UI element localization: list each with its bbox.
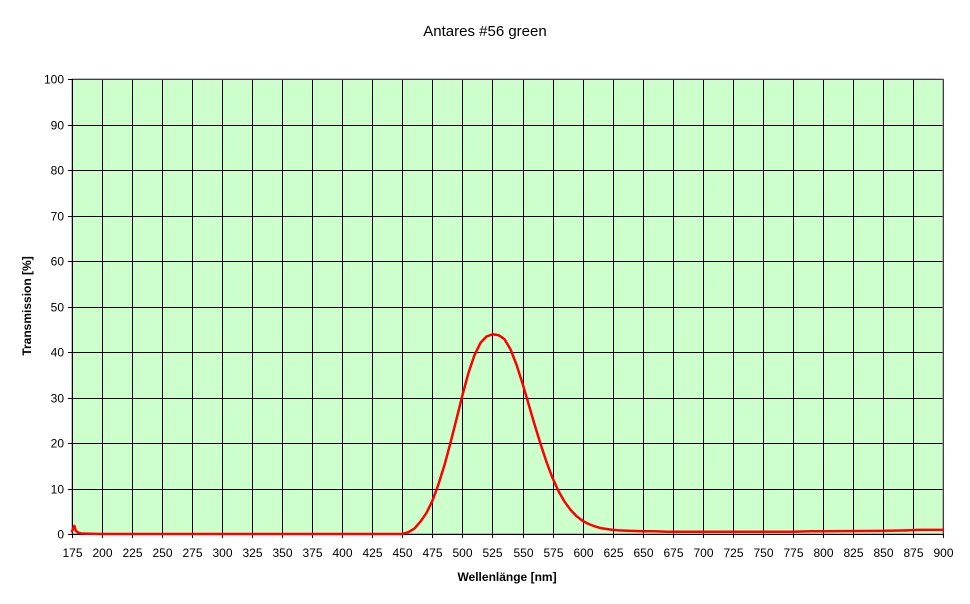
x-tick-label-250: 250 bbox=[152, 546, 172, 560]
y-axis-title: Transmission [%] bbox=[20, 256, 34, 355]
x-tick-label-450: 450 bbox=[392, 546, 412, 560]
y-tick-label-10: 10 bbox=[51, 483, 65, 497]
x-tick-label-400: 400 bbox=[332, 546, 352, 560]
x-tick-label-350: 350 bbox=[272, 546, 292, 560]
x-axis-title: Wellenlänge [nm] bbox=[457, 570, 556, 584]
x-tick-label-375: 375 bbox=[302, 546, 322, 560]
x-tick-label-725: 725 bbox=[723, 546, 743, 560]
x-tick-label-575: 575 bbox=[543, 546, 563, 560]
x-tick-label-200: 200 bbox=[92, 546, 112, 560]
y-tick-label-50: 50 bbox=[51, 301, 65, 315]
x-tick-label-800: 800 bbox=[813, 546, 833, 560]
y-tick-label-70: 70 bbox=[51, 210, 65, 224]
y-tick-label-0: 0 bbox=[57, 528, 64, 542]
x-tick-label-550: 550 bbox=[513, 546, 533, 560]
x-tick-label-425: 425 bbox=[362, 546, 382, 560]
chart-title: Antares #56 green bbox=[423, 23, 546, 40]
x-tick-label-900: 900 bbox=[933, 546, 953, 560]
x-tick-label-700: 700 bbox=[693, 546, 713, 560]
y-tick-label-20: 20 bbox=[51, 437, 65, 451]
plot-area bbox=[72, 79, 943, 534]
y-tick-label-100: 100 bbox=[44, 73, 64, 87]
x-tick-label-650: 650 bbox=[633, 546, 653, 560]
x-tick-label-875: 875 bbox=[903, 546, 923, 560]
y-tick-label-30: 30 bbox=[51, 392, 65, 406]
x-tick-label-600: 600 bbox=[573, 546, 593, 560]
series-layer bbox=[70, 333, 945, 536]
y-tick-label-80: 80 bbox=[51, 164, 65, 178]
x-tick-label-825: 825 bbox=[843, 546, 863, 560]
x-tick-label-225: 225 bbox=[122, 546, 142, 560]
x-tick-label-750: 750 bbox=[753, 546, 773, 560]
x-tick-label-850: 850 bbox=[873, 546, 893, 560]
y-tick-label-40: 40 bbox=[51, 346, 65, 360]
x-tick-label-300: 300 bbox=[212, 546, 232, 560]
x-axis-ticks: 175 200 225 250 275 300 325 350 375 400 425 450 475 5… bbox=[62, 534, 954, 560]
y-axis-ticks: 0 10 20 30 40 50 60 70 80 90 100 bbox=[44, 73, 73, 542]
x-tick-label-625: 625 bbox=[603, 546, 623, 560]
x-tick-label-525: 525 bbox=[482, 546, 502, 560]
y-tick-label-90: 90 bbox=[51, 119, 65, 133]
x-tick-label-275: 275 bbox=[182, 546, 202, 560]
x-tick-label-675: 675 bbox=[663, 546, 683, 560]
x-tick-label-175: 175 bbox=[62, 546, 82, 560]
x-tick-label-325: 325 bbox=[242, 546, 262, 560]
series-line-1 bbox=[70, 333, 945, 536]
x-tick-label-475: 475 bbox=[422, 546, 442, 560]
x-tick-label-775: 775 bbox=[783, 546, 803, 560]
x-tick-label-500: 500 bbox=[452, 546, 472, 560]
y-tick-label-60: 60 bbox=[51, 255, 65, 269]
